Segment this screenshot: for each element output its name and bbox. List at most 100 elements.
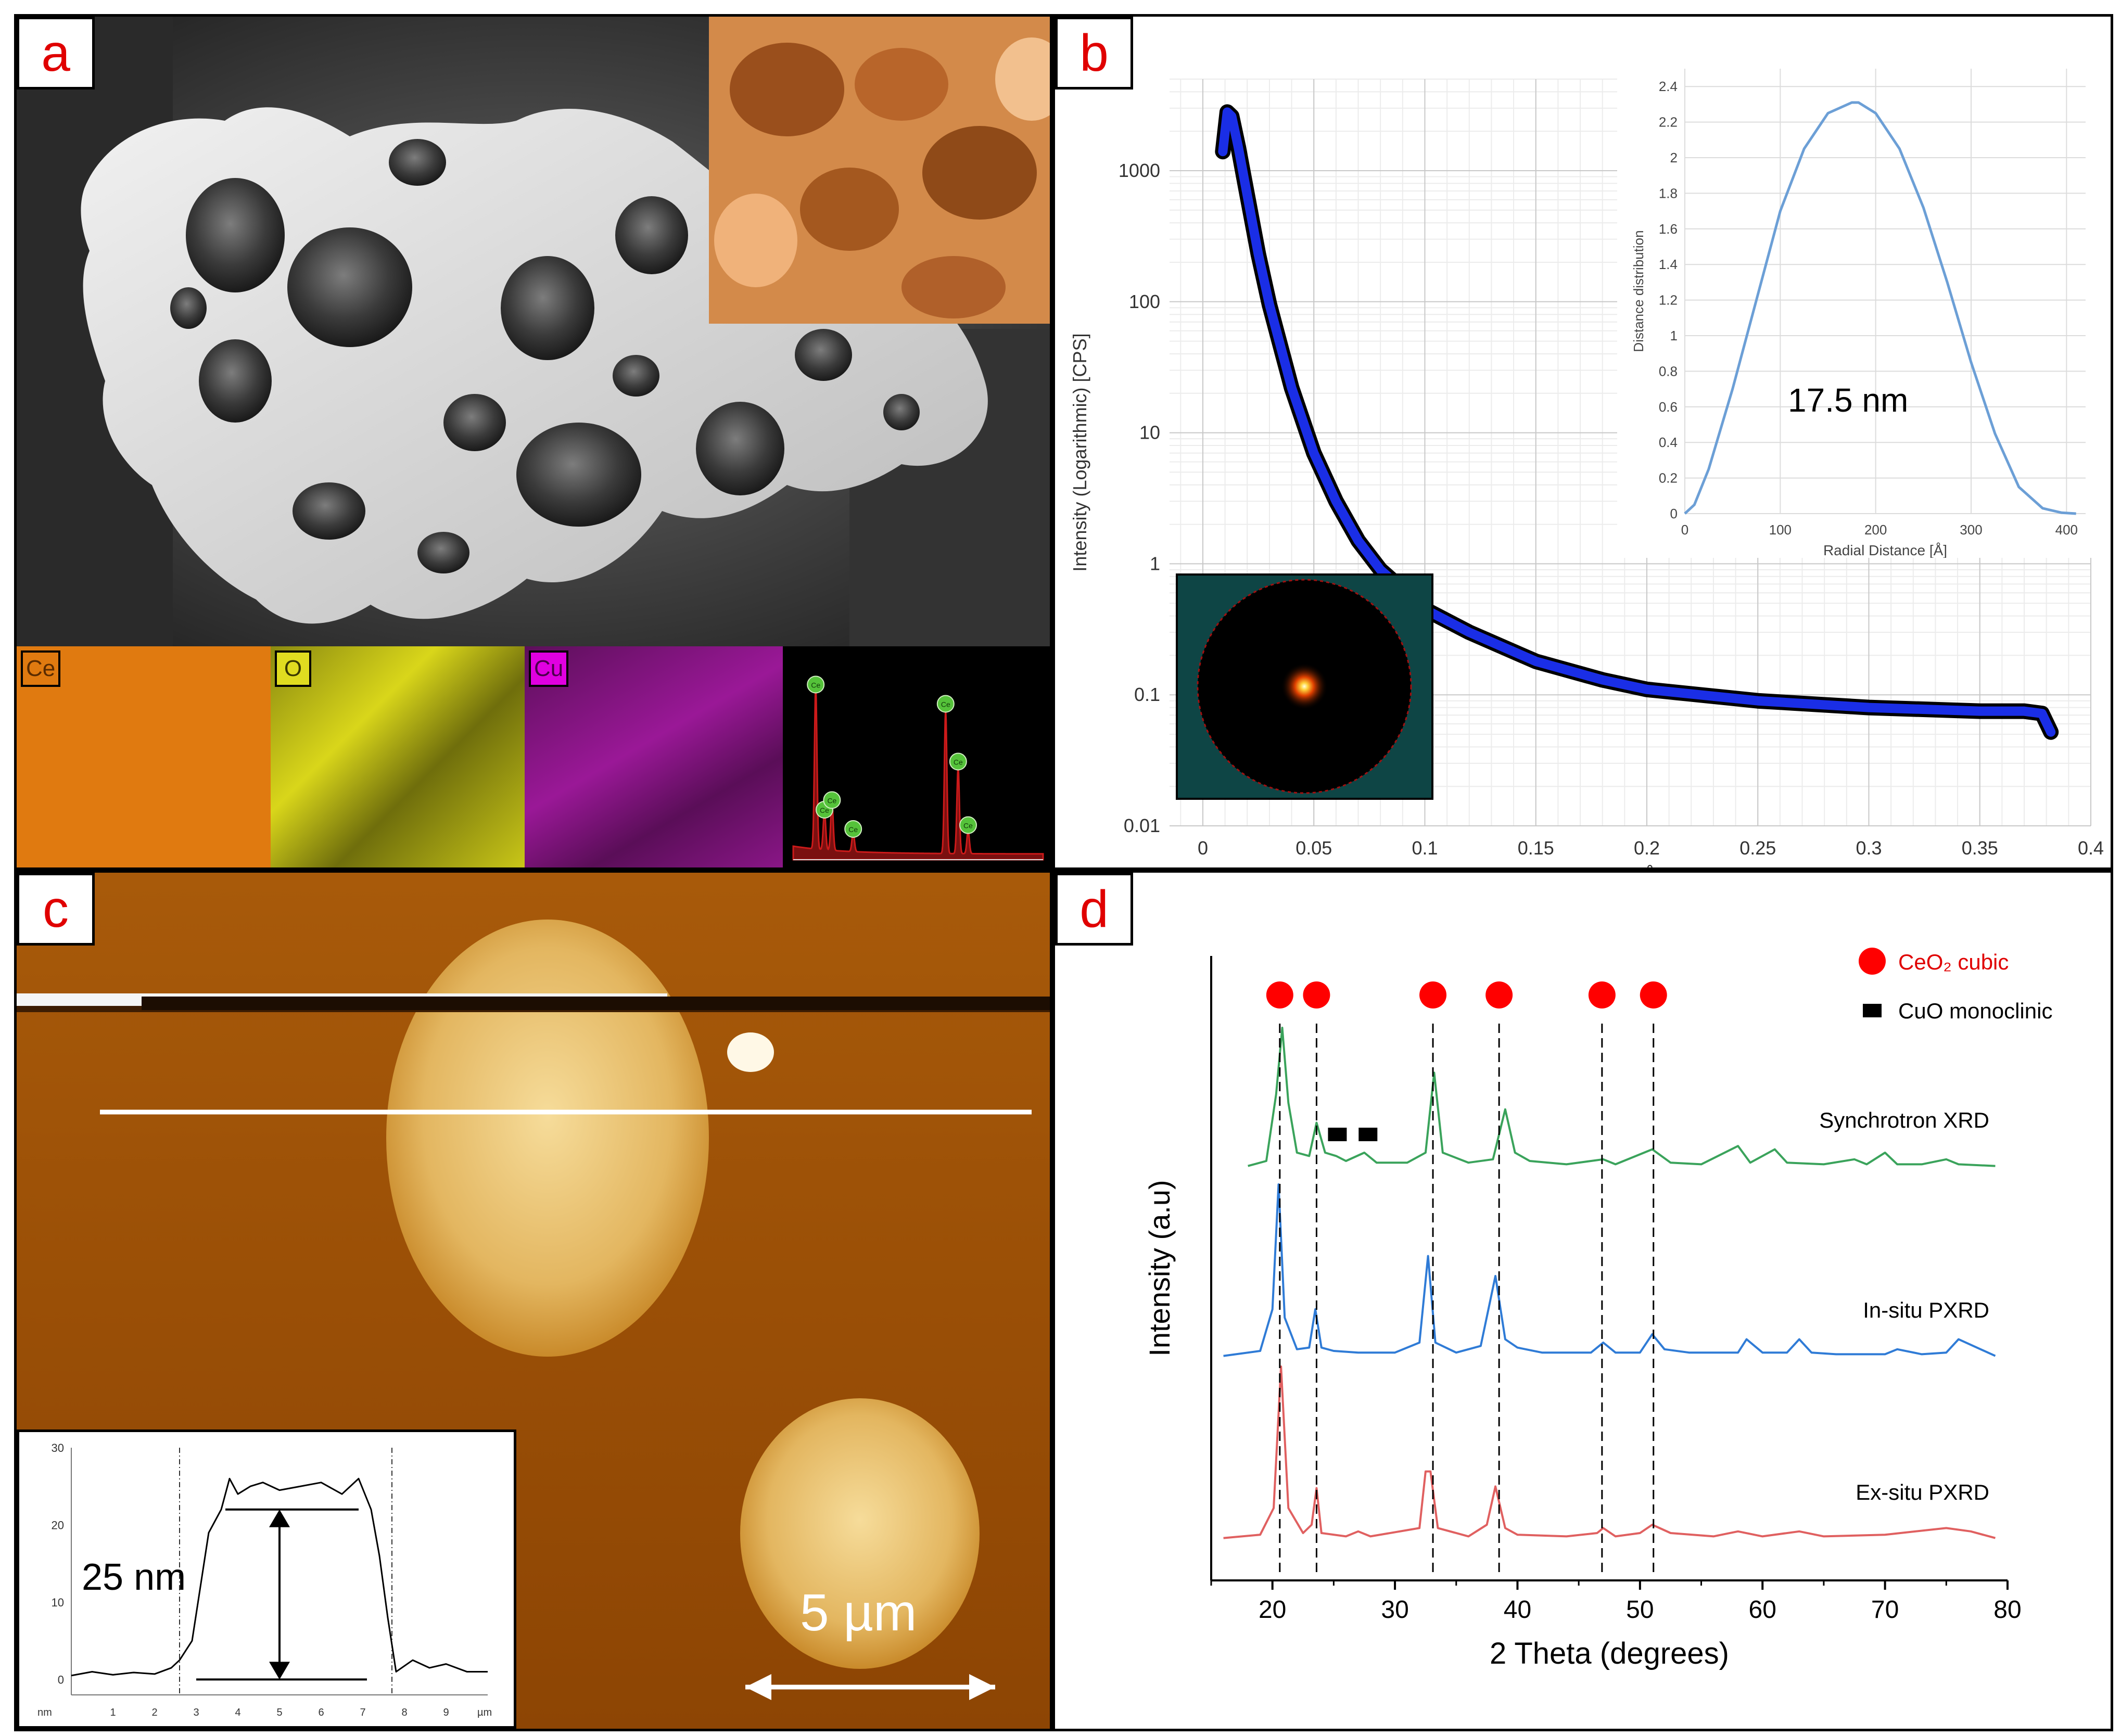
- afm-profile-inset: 0 10 20 30 1 2 3 4 5 6 7 8 9 nm µm 25 nm: [17, 1429, 516, 1729]
- panel-c: c 5 µm 0 10 20 30 1 2 3 4 5 6 7 8 9 nm µm 25 nm: [14, 870, 1052, 1731]
- pddf-x-tick: 400: [2055, 522, 2078, 538]
- map-o: O: [271, 646, 525, 867]
- afm-x-tick: 3: [193, 1707, 199, 1718]
- pddf-y-tick: 1: [1670, 328, 1678, 343]
- pddf-x-tick: 300: [1960, 522, 1982, 538]
- eds-peak-marker: [823, 791, 841, 809]
- cuo-peak-marker: [1328, 1128, 1347, 1141]
- panel-letter-b: b: [1055, 17, 1133, 90]
- saxs-y-label: Intensity (Logarithmic) [CPS]: [1069, 333, 1090, 571]
- pddf-x-label: Radial Distance [Å]: [1823, 542, 1947, 558]
- saxs-x-tick: 0: [1198, 837, 1208, 859]
- saxs-x-tick: 0.4: [2078, 837, 2104, 859]
- xrd-pattern-1: [1223, 1183, 1996, 1357]
- saxs-2d-pattern: [1176, 573, 1433, 800]
- saxs-x-tick: 0.3: [1856, 837, 1882, 859]
- afm-y-tick: 0: [58, 1673, 64, 1686]
- pddf-y-tick: 2: [1670, 150, 1678, 165]
- afm-y-tick: 20: [52, 1518, 64, 1531]
- xrd-series-label: Ex-situ PXRD: [1856, 1480, 1989, 1504]
- xrd-pattern-0: [1248, 1027, 1996, 1167]
- xrd-x-tick: 40: [1504, 1596, 1531, 1624]
- saxs-x-tick: 0.2: [1634, 837, 1660, 859]
- eds-peak-label: Ce: [963, 822, 973, 830]
- xrd-pattern-2: [1223, 1365, 1996, 1539]
- pddf-annotation: 17.5 nm: [1788, 381, 1909, 419]
- afm-y-tick: 30: [52, 1441, 64, 1454]
- eds-peak-label: Ce: [827, 797, 836, 805]
- saxs-y-tick: 1000: [1119, 160, 1160, 181]
- eds-peak-label: Ce: [848, 825, 858, 834]
- afm-x-unit: µm: [477, 1707, 492, 1718]
- saxs-y-tick: 0.01: [1124, 815, 1160, 836]
- xrd-x-tick: 80: [1993, 1596, 2021, 1624]
- afm-x-tick: 8: [401, 1707, 407, 1718]
- eds-peak-label: Ce: [820, 806, 829, 814]
- xrd-series-label: Synchrotron XRD: [1819, 1108, 1989, 1132]
- pddf-y-tick: 1.8: [1659, 185, 1678, 201]
- ceo2-peak-marker: [1485, 981, 1513, 1009]
- saxs-x-tick: 0.05: [1296, 837, 1332, 859]
- eds-peak-marker: [936, 695, 955, 713]
- saxs-x-tick: 0.1: [1412, 837, 1438, 859]
- pddf-inset: 0 0.2 0.4 0.6 0.8 1 1.2 1.4 1.6 1.8 2 2.2 2.4 0 100 200…: [1617, 27, 2106, 558]
- eds-peak-marker: [949, 752, 967, 771]
- saxs-y-tick: 100: [1129, 291, 1160, 312]
- xrd-x-tick: 60: [1749, 1596, 1776, 1624]
- afm-x-tick: 1: [110, 1707, 116, 1718]
- eds-peak-marker: [844, 820, 862, 838]
- xrd-x-tick: 70: [1871, 1596, 1899, 1624]
- saxs-x-label: Q [1/Å]: [1598, 864, 1663, 867]
- pddf-y-tick: 1.6: [1659, 221, 1678, 237]
- legend-ceo2-marker: [1859, 948, 1886, 975]
- eds-spectrum-trace: [792, 685, 1044, 861]
- legend-cuo-marker: [1863, 1004, 1882, 1017]
- pddf-x-tick: 100: [1769, 522, 1792, 538]
- panel-d: d 20 30 40 50 60 70 80 2 Theta (degrees) Intensi…: [1052, 870, 2113, 1731]
- legend-ceo2-label: CeO₂ cubic: [1898, 950, 2009, 974]
- ceo2-peak-marker: [1303, 981, 1330, 1009]
- afm-x-tick: 7: [360, 1707, 365, 1718]
- ceo2-peak-marker: [1419, 981, 1447, 1009]
- xrd-chart: 20 30 40 50 60 70 80 2 Theta (degrees) Intensity…: [1143, 948, 2052, 1670]
- legend-cuo-label: CuO monoclinic: [1898, 999, 2052, 1023]
- xrd-x-tick: 20: [1259, 1596, 1286, 1624]
- eds-peak-label: Ce: [954, 758, 963, 767]
- map-ce: Ce: [17, 646, 271, 867]
- ceo2-peak-marker: [1266, 981, 1293, 1009]
- afm-arrow-head-down: [269, 1662, 290, 1680]
- ceo2-peak-marker: [1588, 981, 1616, 1009]
- pddf-y-tick: 2.2: [1659, 114, 1678, 130]
- saxs-x-tick: 0.35: [1962, 837, 1998, 859]
- xrd-x-label: 2 Theta (degrees): [1490, 1637, 1729, 1670]
- panel-letter-a: a: [17, 17, 95, 90]
- saxs-y-tick: 1: [1150, 553, 1160, 574]
- eds-spectrum: Ce Ce Ce Ce Ce Ce Ce: [783, 646, 1050, 867]
- pddf-y-tick: 0.2: [1659, 470, 1678, 486]
- xrd-x-tick: 30: [1381, 1596, 1408, 1624]
- map-cu-label: Cu: [529, 650, 569, 687]
- xrd-series-label: In-situ PXRD: [1863, 1298, 1989, 1322]
- afm-x-tick: 6: [318, 1707, 324, 1718]
- panel-b: b 0.01 0.1 1 10 100 1000 0 0.05 0.1 0.15 0.2 0.25 0.…: [1052, 14, 2113, 870]
- xrd-x-tick: 50: [1626, 1596, 1654, 1624]
- pddf-y-tick: 0.6: [1659, 399, 1678, 415]
- pddf-y-tick: 0: [1670, 506, 1678, 521]
- afm-x-tick: 9: [443, 1707, 449, 1718]
- saxs-y-tick: 10: [1139, 422, 1160, 443]
- xrd-y-label: Intensity (a.u): [1143, 1180, 1176, 1356]
- afm-x-tick: 2: [151, 1707, 157, 1718]
- saxs-y-tick: 0.1: [1134, 684, 1160, 705]
- saxs-x-tick: 0.25: [1739, 837, 1776, 859]
- eds-peak-label: Ce: [811, 681, 820, 690]
- profile-annotation: 25 nm: [82, 1556, 186, 1598]
- eds-peak-marker: [807, 675, 825, 694]
- map-cu: Cu: [525, 646, 783, 867]
- pddf-y-tick: 2.4: [1659, 79, 1678, 94]
- pddf-y-tick: 0.8: [1659, 363, 1678, 379]
- panel-letter-d: d: [1055, 873, 1133, 946]
- panel-letter-c: c: [17, 873, 95, 946]
- pddf-x-tick: 0: [1681, 522, 1688, 538]
- map-o-label: O: [275, 650, 311, 687]
- afm-y-unit: nm: [37, 1707, 52, 1718]
